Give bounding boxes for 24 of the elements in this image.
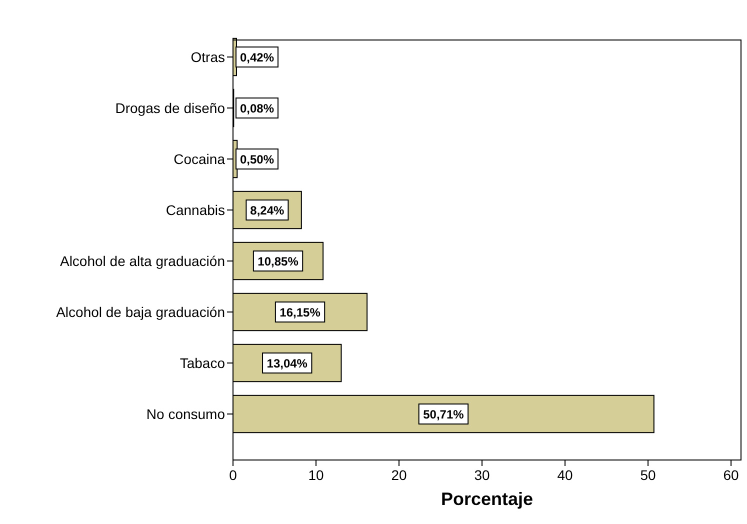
data-label: 0,50% bbox=[240, 152, 274, 166]
x-tick-label: 40 bbox=[557, 467, 574, 483]
data-label: 0,42% bbox=[240, 50, 274, 64]
x-axis-title: Porcentaje bbox=[440, 489, 534, 509]
y-tick-label: Cocaina bbox=[174, 151, 226, 167]
x-tick-label: 0 bbox=[229, 467, 238, 483]
x-tick-label: 20 bbox=[391, 467, 408, 483]
data-label: 50,71% bbox=[423, 408, 464, 422]
x-tick-label: 50 bbox=[640, 467, 656, 483]
y-tick-label: Alcohol de alta graduación bbox=[60, 253, 225, 269]
y-tick-label: Cannabis bbox=[166, 202, 225, 218]
x-tick-label: 60 bbox=[723, 467, 740, 483]
data-label: 10,85% bbox=[258, 254, 299, 268]
y-tick-label: Drogas de diseño bbox=[115, 100, 226, 116]
y-tick-label: Alcohol de baja graduación bbox=[56, 304, 225, 320]
y-tick-label: Tabaco bbox=[180, 355, 226, 371]
y-tick-label: Otras bbox=[190, 49, 225, 65]
x-tick-label: 10 bbox=[308, 467, 324, 483]
x-tick-label: 30 bbox=[474, 467, 490, 483]
data-label: 16,15% bbox=[280, 306, 321, 320]
data-label: 8,24% bbox=[250, 204, 285, 218]
data-label: 0,08% bbox=[240, 102, 274, 116]
y-tick-label: No consumo bbox=[146, 406, 226, 422]
data-label: 13,04% bbox=[266, 356, 308, 370]
